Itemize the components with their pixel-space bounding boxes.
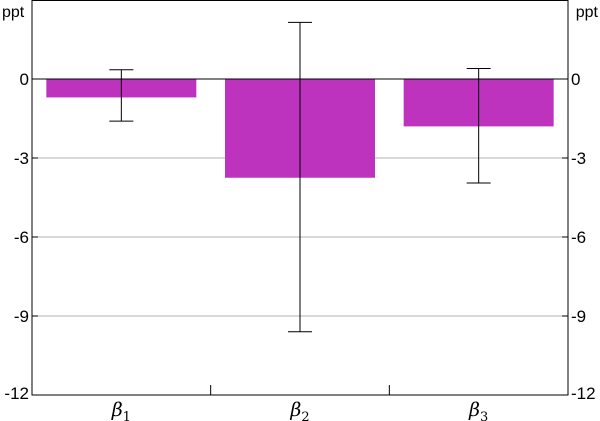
- left-tick-label-0: 0: [20, 70, 29, 89]
- left-tick-label-4: -12: [4, 384, 29, 403]
- right-tick-label-3: -9: [571, 307, 586, 326]
- left-tick-label-3: -9: [14, 307, 29, 326]
- error-bar-1: [109, 69, 134, 122]
- error-bars: [109, 21, 491, 333]
- plot-border: [31, 0, 569, 396]
- category-label-1: β1: [111, 399, 131, 421]
- error-bar-3: [466, 67, 491, 184]
- right-tick-label-1: -3: [571, 149, 586, 168]
- right-tick-label-2: -6: [571, 228, 586, 247]
- plot-frame: [31, 0, 569, 396]
- right-tick-label-4: -12: [571, 384, 596, 403]
- left-unit-label: ppt: [2, 4, 25, 21]
- left-tick-label-1: -3: [14, 149, 29, 168]
- axis-labels: 0 0 -3 -3 -6 -6 -9 -9 -12 -12 β1 β2 β3: [4, 70, 595, 421]
- error-bar-2: [288, 21, 312, 333]
- left-tick-label-2: -6: [14, 228, 29, 247]
- category-label-3: β3: [468, 399, 488, 421]
- right-tick-label-0: 0: [571, 70, 580, 89]
- category-label-2: β2: [289, 399, 309, 421]
- right-unit-label: ppt: [576, 4, 599, 21]
